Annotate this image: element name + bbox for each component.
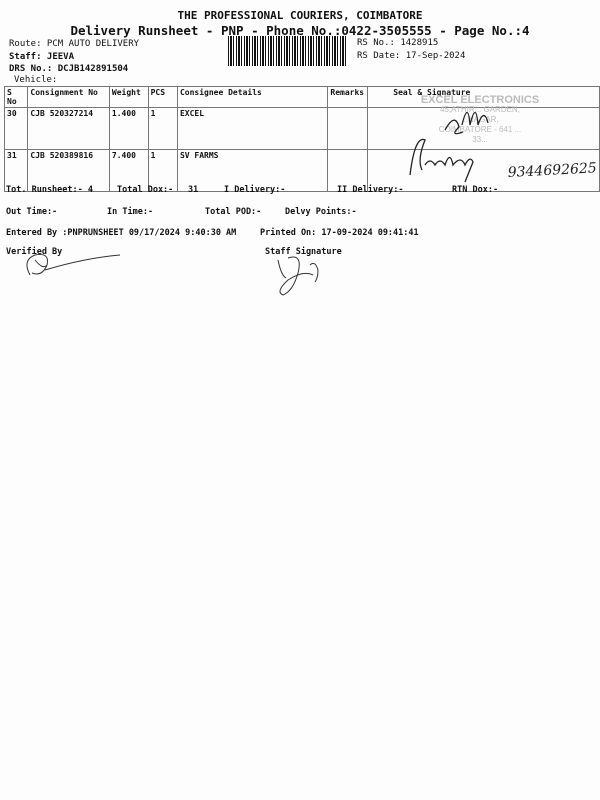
staff-signature <box>277 256 319 296</box>
barcode <box>228 36 348 66</box>
col-weight: Weight <box>108 86 149 108</box>
consignment-no: CJB 520327214 <box>27 107 110 150</box>
seal-signature <box>367 149 600 192</box>
route: Route: PCM AUTO DELIVERY <box>9 39 140 49</box>
drs-number: DRS No.: DCJB142891504 <box>9 64 129 74</box>
staff-signature-label: Staff Signature <box>265 247 342 257</box>
in-time: In Time:- <box>107 207 154 217</box>
consignment-table: S No Consignment No Weight PCS Consignee… <box>3 86 600 192</box>
total-pod: Total POD:- <box>205 207 262 217</box>
sno: 30 <box>3 107 29 150</box>
rtn-dox: RTN Dox:- <box>452 185 499 195</box>
total-dox-value: 31 <box>188 185 199 195</box>
table-row: 31 CJB 520389816 7.400 1 SV FARMS <box>3 149 600 192</box>
col-consignment: Consignment No <box>27 86 110 108</box>
consignment-no: CJB 520389816 <box>27 149 110 192</box>
rs-date: RS Date: 17-Sep-2024 <box>357 51 466 61</box>
staff: Staff: JEEVA <box>9 52 75 62</box>
col-consignee: Consignee Details <box>176 86 329 108</box>
stamp-line: EXCEL ELECTRONICS <box>420 94 540 106</box>
handwritten-signatures: 9344692625 <box>409 111 597 183</box>
delvy-points: Delvy Points:- <box>285 207 357 217</box>
total-dox: Total Dox:- <box>117 185 174 195</box>
col-pcs: PCS <box>147 86 178 108</box>
consignee: EXCEL <box>176 107 329 150</box>
i-delivery: I Delivery:- <box>224 185 286 195</box>
ii-delivery: II Delivery:- <box>337 185 404 195</box>
sno: 31 <box>3 149 29 192</box>
handwritten-phone: 9344692625 <box>507 160 597 181</box>
remarks <box>327 149 369 192</box>
company-title: THE PROFESSIONAL COURIERS, COIMBATORE <box>177 9 423 22</box>
col-remarks: Remarks <box>327 86 369 108</box>
entered-by: Entered By :PNPRUNSHEET 09/17/2024 9:40:… <box>6 228 237 238</box>
col-sno: S No <box>3 86 29 108</box>
weight: 1.400 <box>108 107 149 150</box>
vehicle: Vehicle: <box>14 75 58 85</box>
pcs: 1 <box>147 107 178 150</box>
runsheet-subtitle: Delivery Runsheet - PNP - Phone No.:0422… <box>70 23 530 38</box>
out-time: Out Time:- <box>6 207 58 217</box>
verified-by: Verified By <box>6 247 63 257</box>
stamp-line: 33... <box>472 135 488 144</box>
signature-sv-farms <box>409 138 474 183</box>
consignee: SV FARMS <box>176 149 329 192</box>
pcs: 1 <box>147 149 178 192</box>
signature-excel <box>444 111 489 135</box>
stamp-line: COIMBATORE - 641 ... <box>438 125 522 134</box>
verifier-signature <box>26 254 121 276</box>
stamp-line: 45,ATHIR... GARDEN, <box>440 105 520 114</box>
weight: 7.400 <box>108 149 149 192</box>
remarks <box>327 107 369 150</box>
rs-number: RS No.: 1428915 <box>357 38 439 48</box>
printed-on: Printed On: 17-09-2024 09:41:41 <box>260 228 419 238</box>
tot-runsheet: Tot. Runsheet:- 4 <box>6 185 93 195</box>
